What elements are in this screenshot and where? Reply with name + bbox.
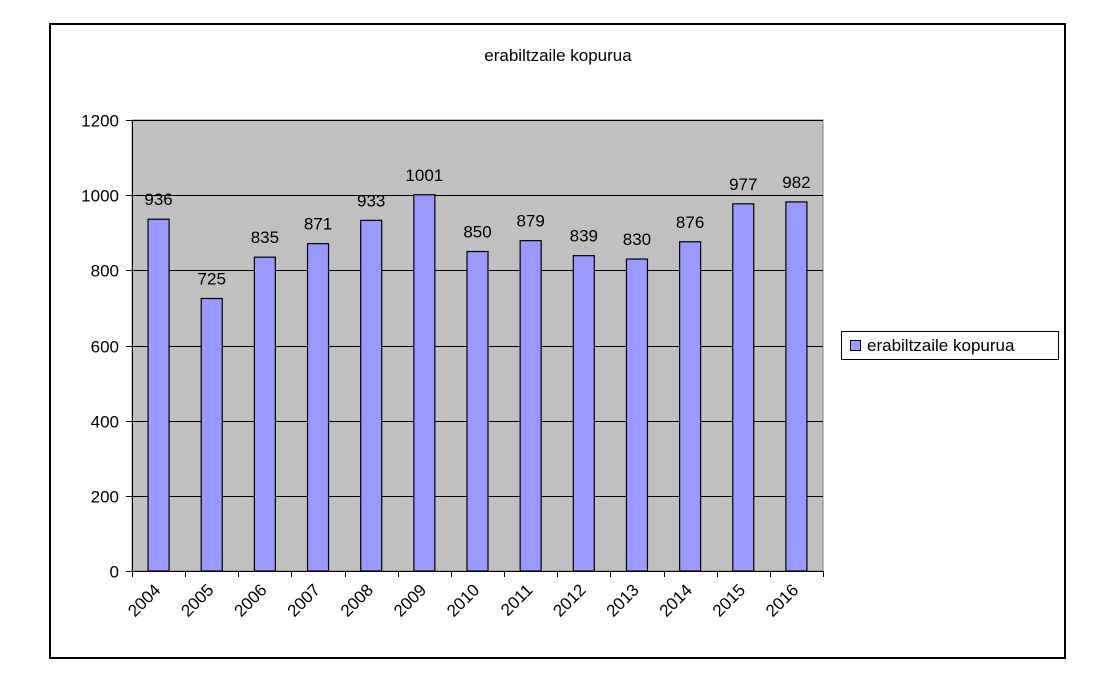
bar-2016 — [785, 201, 808, 572]
bars — [147, 194, 808, 572]
x-tick-label: 2011 — [497, 580, 536, 619]
y-tick-label: 600 — [91, 338, 119, 357]
data-label: 879 — [516, 212, 544, 231]
y-tick-label: 1000 — [81, 187, 119, 206]
data-label: 977 — [729, 175, 757, 194]
legend: erabiltzaile kopurua — [841, 331, 1059, 360]
x-tick-label: 2007 — [284, 580, 324, 620]
data-label: 830 — [623, 230, 651, 249]
data-label: 936 — [144, 190, 172, 209]
data-labels: 936 725 835 871 933 1001 850 879 839 830 876 977 982 — [144, 166, 810, 289]
bar-2010 — [466, 250, 489, 572]
x-tick-label: 2016 — [762, 580, 802, 620]
data-label: 725 — [198, 270, 226, 289]
data-label: 839 — [570, 227, 598, 246]
data-label: 876 — [676, 213, 704, 232]
x-tick-label: 2014 — [656, 580, 696, 620]
legend-label: erabiltzaile kopurua — [867, 335, 1015, 355]
data-label: 871 — [304, 215, 332, 234]
y-tick-label: 200 — [91, 488, 119, 507]
x-tick-label: 2004 — [124, 580, 164, 620]
bar-2005 — [200, 297, 223, 572]
data-label: 835 — [251, 228, 279, 247]
x-tick-labels: 2004 2005 2006 2007 2008 2009 2010 2011 2012 2013… — [124, 580, 802, 620]
x-tick-label: 2006 — [231, 580, 271, 620]
bar-2008 — [360, 219, 383, 572]
x-tick-label: 2013 — [603, 580, 643, 620]
x-tick-label: 2008 — [337, 580, 377, 620]
data-label: 850 — [463, 223, 491, 242]
x-tick-label: 2012 — [549, 580, 589, 620]
bar-2009 — [413, 194, 436, 572]
x-tick-label: 2010 — [443, 580, 483, 620]
bar-2014 — [679, 241, 702, 572]
data-label: 982 — [782, 173, 810, 192]
x-tick-label: 2009 — [390, 580, 430, 620]
y-tick-labels: 0 200 400 600 800 1000 1200 — [81, 112, 119, 582]
bar-2006 — [253, 256, 276, 572]
x-tick-label: 2005 — [177, 580, 217, 620]
y-tick-label: 800 — [91, 262, 119, 281]
x-tick-label: 2015 — [709, 580, 749, 620]
y-tick-label: 0 — [110, 563, 119, 582]
bar-2012 — [572, 255, 595, 572]
bar-2007 — [306, 243, 330, 572]
bar-2015 — [732, 203, 755, 572]
data-label: 933 — [357, 191, 385, 210]
bar-2004 — [147, 218, 170, 572]
data-label: 1001 — [405, 166, 443, 185]
y-tick-label: 1200 — [81, 112, 119, 131]
axes — [126, 120, 824, 577]
legend-swatch — [850, 340, 861, 351]
y-tick-label: 400 — [91, 413, 119, 432]
bar-2013 — [625, 258, 649, 572]
chart-title: erabiltzaile kopurua — [484, 46, 632, 65]
bar-2011 — [519, 240, 542, 572]
